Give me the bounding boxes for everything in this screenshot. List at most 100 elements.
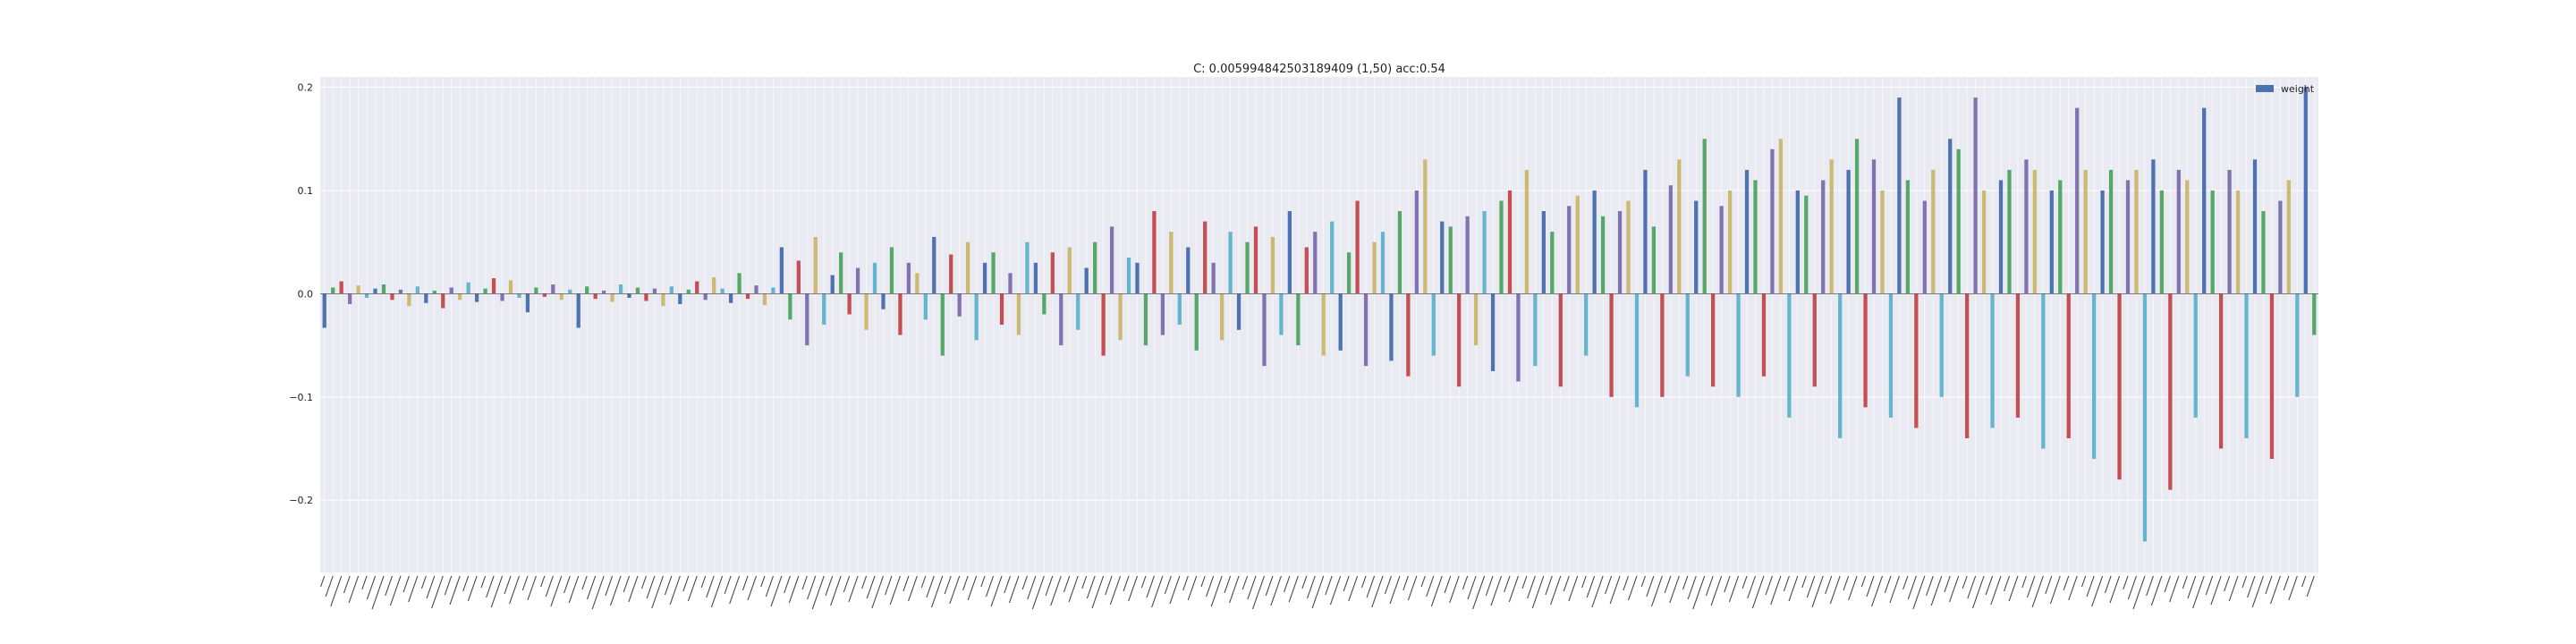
bar — [2024, 159, 2029, 294]
bar — [635, 287, 640, 294]
x-tick-label-mark — [1504, 575, 1511, 593]
x-tick-label-mark — [1444, 575, 1452, 594]
x-tick-label-mark — [944, 575, 952, 595]
bar — [855, 267, 860, 294]
bars — [322, 87, 2317, 542]
x-tick-label-mark — [1912, 575, 1926, 610]
x-tick-label-mark — [1462, 575, 1469, 590]
bar — [999, 293, 1004, 326]
x-tick-label-mark — [1770, 575, 1782, 606]
x-tick-label-mark — [2164, 575, 2171, 593]
bar — [1033, 262, 1038, 294]
x-tick-label-mark — [366, 575, 377, 600]
x-tick-label-mark — [2192, 575, 2205, 609]
x-tick-label-mark — [2004, 575, 2011, 592]
x-tick-label-mark — [504, 575, 512, 595]
bar — [762, 293, 767, 306]
x-tick-label-mark — [1563, 575, 1570, 592]
x-tick-label-mark — [2031, 575, 2044, 608]
bar — [1634, 293, 1640, 408]
x-tick-label-mark — [609, 575, 622, 606]
bar — [1880, 190, 1885, 294]
x-tick-label-mark — [605, 575, 614, 597]
x-tick-label-mark — [1591, 575, 1604, 608]
x-tick-label-mark — [486, 575, 495, 598]
x-tick-label-mark — [2008, 575, 2019, 602]
x-tick-label-mark — [2301, 575, 2307, 588]
x-tick-label-mark — [1623, 575, 1630, 591]
x-tick-label-mark — [2127, 575, 2137, 600]
x-tick-label-mark — [490, 575, 504, 608]
y-axis: 0.2 0.1 0.0 −0.1 −0.2 — [289, 82, 313, 507]
bar — [1220, 293, 1224, 341]
bar — [2092, 293, 2097, 460]
bar — [813, 236, 818, 294]
x-tick-label-mark — [1407, 575, 1418, 601]
bar — [881, 293, 886, 309]
x-tick-label-mark — [1247, 575, 1257, 600]
bar — [1448, 226, 1453, 294]
bar — [864, 293, 869, 330]
x-tick-label-mark — [843, 575, 851, 593]
bar — [1389, 293, 1394, 361]
x-tick-label-mark — [1402, 575, 1409, 591]
x-tick-label-mark — [848, 575, 859, 603]
bar — [906, 262, 911, 294]
x-tick-label-mark — [1420, 575, 1426, 588]
x-tick-label-mark — [1930, 575, 1943, 606]
x-tick-label-mark — [1682, 575, 1689, 590]
bar — [627, 293, 631, 298]
x-tick-label-mark — [2228, 575, 2239, 602]
x-tick-label-mark — [1206, 575, 1215, 597]
bar — [1440, 221, 1445, 294]
bar — [678, 293, 682, 304]
bar — [1550, 232, 1555, 294]
bar — [1287, 211, 1292, 294]
x-tick-label-mark — [1164, 575, 1172, 595]
bar — [1643, 169, 1648, 294]
bar — [1626, 200, 1631, 294]
x-tick-label-mark — [426, 575, 436, 599]
x-tick-label-mark — [706, 575, 715, 598]
y-tick-label: 0.2 — [298, 82, 314, 94]
bar — [703, 293, 708, 301]
bar — [1761, 293, 1767, 377]
bar — [441, 293, 445, 309]
x-tick-label-mark — [1105, 575, 1113, 596]
x-tick-label-mark — [2265, 575, 2273, 595]
bar — [1702, 139, 1707, 294]
x-tick-label-mark — [1140, 575, 1147, 589]
bar — [1914, 293, 1919, 428]
bar — [669, 286, 674, 294]
bar — [610, 293, 614, 302]
bar — [339, 281, 343, 294]
bar — [932, 236, 936, 294]
x-tick-label-mark — [1646, 575, 1655, 597]
bar — [1431, 293, 1436, 356]
x-tick-label-mark — [1128, 575, 1138, 602]
bar — [1490, 293, 1496, 371]
x-tick-label-mark — [1926, 575, 1934, 597]
bar — [542, 293, 547, 297]
x-tick-label-mark — [724, 575, 732, 595]
x-tick-label-mark — [1531, 575, 1545, 609]
bar — [364, 293, 369, 298]
bar — [1126, 257, 1131, 294]
x-tick-label-mark — [1765, 575, 1773, 596]
bar — [754, 285, 758, 294]
x-tick-label-mark — [871, 575, 885, 609]
bar — [2176, 169, 2181, 294]
bar — [398, 289, 403, 294]
x-tick-label-mark — [1169, 575, 1181, 605]
x-tick-label-mark — [1472, 575, 1486, 610]
x-tick-label-mark — [866, 575, 876, 599]
x-tick-label-mark — [1146, 575, 1155, 598]
x-tick-label-mark — [371, 575, 385, 610]
bar — [1838, 293, 1843, 438]
bar — [1694, 200, 1699, 294]
x-tick-label-mark — [651, 575, 664, 609]
x-tick-label-mark — [825, 575, 834, 597]
x-tick-label-mark — [1825, 575, 1833, 595]
x-tick-label-mark — [687, 575, 698, 602]
bar — [1592, 190, 1597, 294]
